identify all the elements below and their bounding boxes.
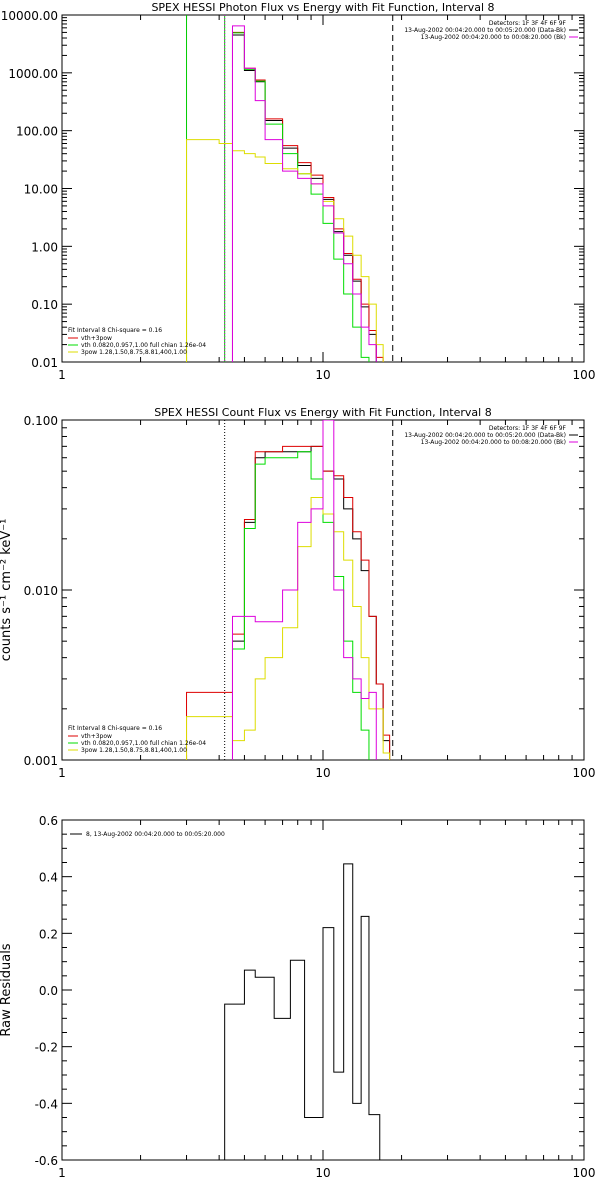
series-line — [231, 34, 377, 362]
legend-entry-text: 3pow 1.28,1.50,8.75,8.81,400,1.00 — [81, 349, 187, 356]
series-4 — [186, 497, 391, 760]
legend-entry-text: vth+3pow — [81, 733, 112, 740]
y-tick-label: 1.00 — [31, 240, 58, 254]
y-axis-label: Raw Residuals — [0, 943, 14, 1036]
legend-entry-text: vth 0.0820,0.957,1.00 full chian 1.26e-0… — [81, 740, 206, 747]
series-5 — [231, 25, 377, 362]
series-1 — [224, 863, 390, 1160]
series-1 — [231, 445, 391, 760]
y-tick-label: 0.010 — [24, 584, 58, 598]
legend-topright-text: 13-Aug-2002 00:04:20.000 to 00:08:20.000… — [421, 34, 566, 41]
panel-3 — [61, 819, 585, 1161]
series-3 — [231, 32, 370, 362]
y-tick-label: 0.2 — [39, 927, 58, 941]
legend-topright-text: Detectors: 1F 3F 4F 6F 9F — [489, 425, 567, 432]
legend-entry-text: 3pow 1.28,1.50,8.75,8.81,400,1.00 — [81, 747, 187, 754]
legend-entry-text: vth+3pow — [81, 335, 112, 342]
series-line — [224, 863, 390, 1160]
legend-topright-text: Detectors: 1F 3F 4F 6F 9F — [489, 20, 567, 27]
y-tick-label: 0.4 — [39, 871, 58, 885]
x-tick-label: 100 — [573, 766, 596, 780]
x-tick-label: 100 — [573, 1166, 596, 1180]
legend-entry-text: vth 0.0820,0.957,1.00 full chian 1.26e-0… — [81, 342, 206, 349]
series-line — [231, 25, 377, 362]
x-tick-label: 1 — [58, 368, 66, 382]
legend-topright-text: 13-Aug-2002 00:04:20.000 to 00:05:20.000… — [404, 432, 566, 439]
legend-fit-header: Fit Interval 8 Chi-square = 0.16 — [68, 725, 162, 732]
series-line — [186, 497, 391, 760]
series-1 — [231, 34, 377, 362]
y-tick-label: 100.00 — [16, 125, 58, 139]
x-tick-label: 10 — [315, 368, 330, 382]
series-2 — [186, 445, 391, 760]
series-4 — [186, 139, 384, 362]
chart-title: SPEX HESSI Count Flux vs Energy with Fit… — [154, 406, 491, 419]
y-tick-label: 10000.00 — [1, 9, 58, 23]
y-tick-label: 0.01 — [31, 356, 58, 370]
series-line — [231, 420, 377, 760]
y-tick-label: 0.0 — [39, 984, 58, 998]
series-line — [186, 445, 391, 760]
y-tick-label: 10.00 — [24, 183, 58, 197]
y-tick-label: 0.100 — [24, 414, 58, 428]
series-3 — [231, 451, 370, 760]
x-tick-label: 10 — [315, 1166, 330, 1180]
y-tick-label: 1000.00 — [8, 67, 58, 81]
y-tick-label: 0.10 — [31, 298, 58, 312]
x-tick-label: 1 — [58, 766, 66, 780]
panel-2 — [61, 419, 585, 761]
x-tick-label: 100 — [573, 368, 596, 382]
y-axis-label: counts s⁻¹ cm⁻² keV⁻¹ — [0, 519, 14, 662]
legend-topright-text: 13-Aug-2002 00:04:20.000 to 00:08:20.000… — [421, 439, 566, 446]
x-tick-label: 1 — [58, 1166, 66, 1180]
x-tick-label: 10 — [315, 766, 330, 780]
y-tick-label: 0.001 — [24, 754, 58, 768]
series-line — [231, 451, 370, 760]
series-5 — [231, 420, 377, 760]
y-tick-label: 0.6 — [39, 814, 58, 828]
series-line — [186, 139, 384, 362]
chart-title: SPEX HESSI Photon Flux vs Energy with Fi… — [151, 1, 494, 14]
y-tick-label: -0.4 — [35, 1097, 58, 1111]
y-tick-label: -0.2 — [35, 1041, 58, 1055]
legend-entry-text: 8, 13-Aug-2002 00:04:20.000 to 00:05:20.… — [86, 831, 225, 838]
y-tick-label: -0.6 — [35, 1154, 58, 1168]
series-line — [231, 32, 370, 362]
series-line — [231, 445, 391, 760]
legend-fit-header: Fit Interval 8 Chi-square = 0.16 — [68, 327, 162, 334]
legend-topright-text: 13-Aug-2002 00:04:20.000 to 00:05:20.000… — [404, 27, 566, 34]
panel-1 — [61, 14, 585, 363]
